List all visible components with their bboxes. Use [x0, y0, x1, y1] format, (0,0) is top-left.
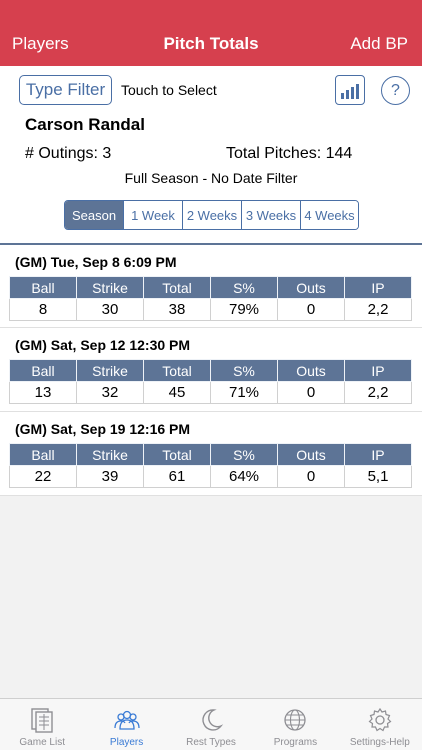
page-title: Pitch Totals: [163, 34, 259, 53]
col-header-total: Total: [143, 359, 211, 382]
tab-settings-help[interactable]: Settings-Help: [338, 699, 422, 750]
value-ball: 8: [9, 298, 77, 321]
value-outs: 0: [277, 298, 345, 321]
date-range-segmented-control: Season 1 Week 2 Weeks 3 Weeks 4 Weeks: [64, 200, 359, 230]
segment-2-weeks[interactable]: 2 Weeks: [182, 201, 241, 229]
outing-title: (GM) Sat, Sep 12 12:30 PM: [15, 337, 191, 353]
value-strike: 39: [76, 465, 144, 488]
value-strike: 30: [76, 298, 144, 321]
value-strike-pct: 64%: [210, 465, 278, 488]
outing-card[interactable]: (GM) Tue, Sep 8 6:09 PM Ball Strike Tota…: [0, 245, 422, 328]
type-filter-button[interactable]: Type Filter: [19, 75, 112, 105]
value-total: 61: [143, 465, 211, 488]
add-bp-button[interactable]: Add BP: [350, 34, 408, 53]
outings-list[interactable]: (GM) Tue, Sep 8 6:09 PM Ball Strike Tota…: [0, 243, 422, 698]
col-header-outs: Outs: [277, 276, 345, 299]
value-outs: 0: [277, 381, 345, 404]
value-ball: 13: [9, 381, 77, 404]
value-ip: 2,2: [344, 298, 412, 321]
col-header-strike-pct: S%: [210, 276, 278, 299]
value-ip: 5,1: [344, 465, 412, 488]
segment-season[interactable]: Season: [65, 201, 123, 229]
col-header-outs: Outs: [277, 359, 345, 382]
col-header-strike: Strike: [76, 276, 144, 299]
outing-stats-table: Ball Strike Total S% Outs IP 8 30 38 79%…: [9, 276, 412, 321]
tab-game-list[interactable]: Game List: [0, 699, 84, 750]
outing-card[interactable]: (GM) Sat, Sep 19 12:16 PM Ball Strike To…: [0, 412, 422, 496]
col-header-ball: Ball: [9, 443, 77, 466]
tab-label: Settings-Help: [349, 737, 410, 748]
tab-label: Programs: [273, 737, 318, 748]
tab-players[interactable]: Players: [84, 699, 168, 750]
touch-to-select-label: Touch to Select: [121, 82, 217, 98]
tab-label: Rest Types: [186, 737, 236, 748]
gear-icon: [368, 707, 392, 732]
tab-label: Players: [109, 737, 144, 748]
col-header-total: Total: [143, 276, 211, 299]
value-total: 38: [143, 298, 211, 321]
value-outs: 0: [277, 465, 345, 488]
nav-bar: Players Pitch Totals Add BP: [0, 0, 422, 66]
segment-3-weeks[interactable]: 3 Weeks: [241, 201, 300, 229]
value-ball: 22: [9, 465, 77, 488]
col-header-ip: IP: [344, 359, 412, 382]
outings-count: # Outings: 3: [25, 145, 112, 162]
tab-rest-types[interactable]: Rest Types: [169, 699, 253, 750]
total-pitches: Total Pitches: 144: [226, 145, 353, 162]
tab-bar: Game List Players Rest Types Programs: [0, 698, 422, 750]
col-header-ball: Ball: [9, 359, 77, 382]
value-strike-pct: 79%: [210, 298, 278, 321]
moon-icon: [202, 709, 224, 731]
value-strike: 32: [76, 381, 144, 404]
globe-icon: [284, 709, 307, 731]
segment-4-weeks[interactable]: 4 Weeks: [300, 201, 358, 229]
tab-label: Game List: [19, 737, 65, 748]
outing-title: (GM) Tue, Sep 8 6:09 PM: [15, 254, 177, 270]
value-strike-pct: 71%: [210, 381, 278, 404]
col-header-strike-pct: S%: [210, 443, 278, 466]
value-ip: 2,2: [344, 381, 412, 404]
tab-programs[interactable]: Programs: [253, 699, 337, 750]
outing-title: (GM) Sat, Sep 19 12:16 PM: [15, 421, 191, 437]
bar-chart-icon[interactable]: [335, 75, 365, 105]
col-header-strike: Strike: [76, 443, 144, 466]
date-filter-label: Full Season - No Date Filter: [124, 170, 298, 186]
value-total: 45: [143, 381, 211, 404]
col-header-strike-pct: S%: [210, 359, 278, 382]
players-icon: [113, 710, 140, 730]
col-header-ip: IP: [344, 443, 412, 466]
outing-stats-table: Ball Strike Total S% Outs IP 13 32 45 71…: [9, 359, 412, 404]
col-header-strike: Strike: [76, 359, 144, 382]
col-header-outs: Outs: [277, 443, 345, 466]
outing-card[interactable]: (GM) Sat, Sep 12 12:30 PM Ball Strike To…: [0, 328, 422, 412]
game-list-icon: [31, 708, 53, 733]
segment-1-week[interactable]: 1 Week: [123, 201, 182, 229]
help-button[interactable]: ?: [381, 76, 410, 105]
player-name: Carson Randal: [25, 115, 145, 134]
players-back-button[interactable]: Players: [12, 34, 69, 53]
col-header-ball: Ball: [9, 276, 77, 299]
col-header-ip: IP: [344, 276, 412, 299]
outing-stats-table: Ball Strike Total S% Outs IP 22 39 61 64…: [9, 443, 412, 488]
col-header-total: Total: [143, 443, 211, 466]
